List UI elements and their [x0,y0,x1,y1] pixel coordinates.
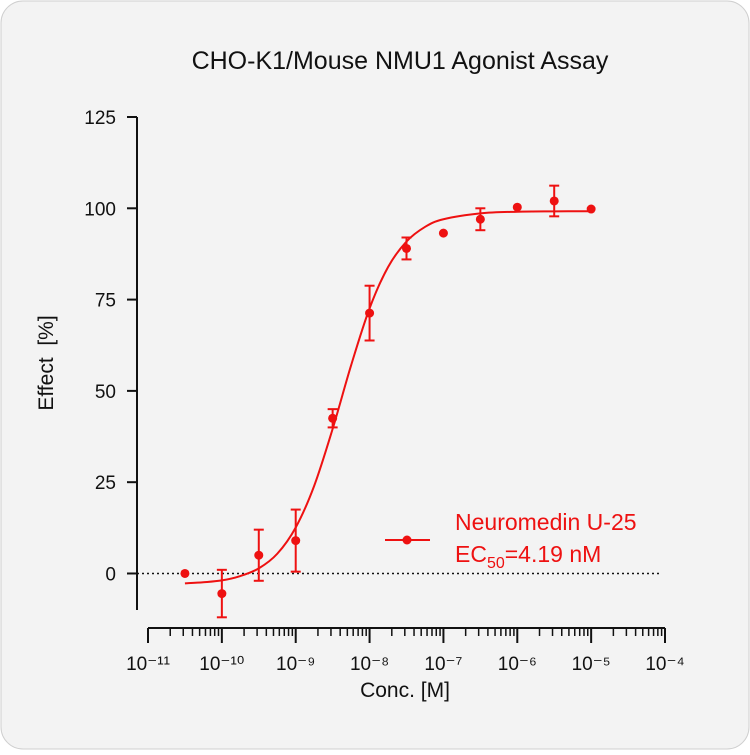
x-tick-label: 10⁻⁵ [572,654,611,675]
data-point [217,589,227,599]
y-tick-label: 0 [105,564,116,585]
data-point [438,228,448,238]
legend-label: Neuromedin U-25 [455,509,637,535]
x-tick-label: 10⁻⁶ [498,654,537,675]
y-tick-label: 50 [95,382,116,403]
ec50-text: =4.19 nM [505,541,602,567]
data-point [475,214,485,224]
x-axis-label: Conc. [M] [360,679,450,702]
y-tick-label: 125 [84,108,116,129]
x-tick-label: 10⁻⁴ [645,654,684,675]
ec50-subscript: 50 [487,555,505,572]
y-tick-label: 75 [95,291,116,312]
x-tick-label: 10⁻¹⁰ [199,654,244,675]
data-point [512,202,522,212]
x-tick-label: 10⁻⁹ [276,654,315,675]
data-point [549,196,559,206]
chart-title: CHO-K1/Mouse NMU1 Agonist Assay [192,47,609,75]
y-axis-label: Effect [%] [35,315,58,410]
data-point [401,243,411,253]
data-point [365,308,375,318]
data-point [586,204,596,214]
x-tick-label: 10⁻⁸ [350,654,389,675]
x-tick-label: 10⁻¹¹ [126,654,170,675]
data-point [328,413,338,423]
data-point [254,550,264,560]
ec50-label: EC50=4.19 nM [455,541,601,572]
legend-marker [402,535,412,545]
data-point [291,536,301,546]
y-tick-label: 25 [95,473,116,494]
ec50-prefix: EC [455,541,487,567]
data-point [180,568,190,578]
x-tick-label: 10⁻⁷ [424,654,462,675]
y-tick-label: 100 [84,199,116,220]
